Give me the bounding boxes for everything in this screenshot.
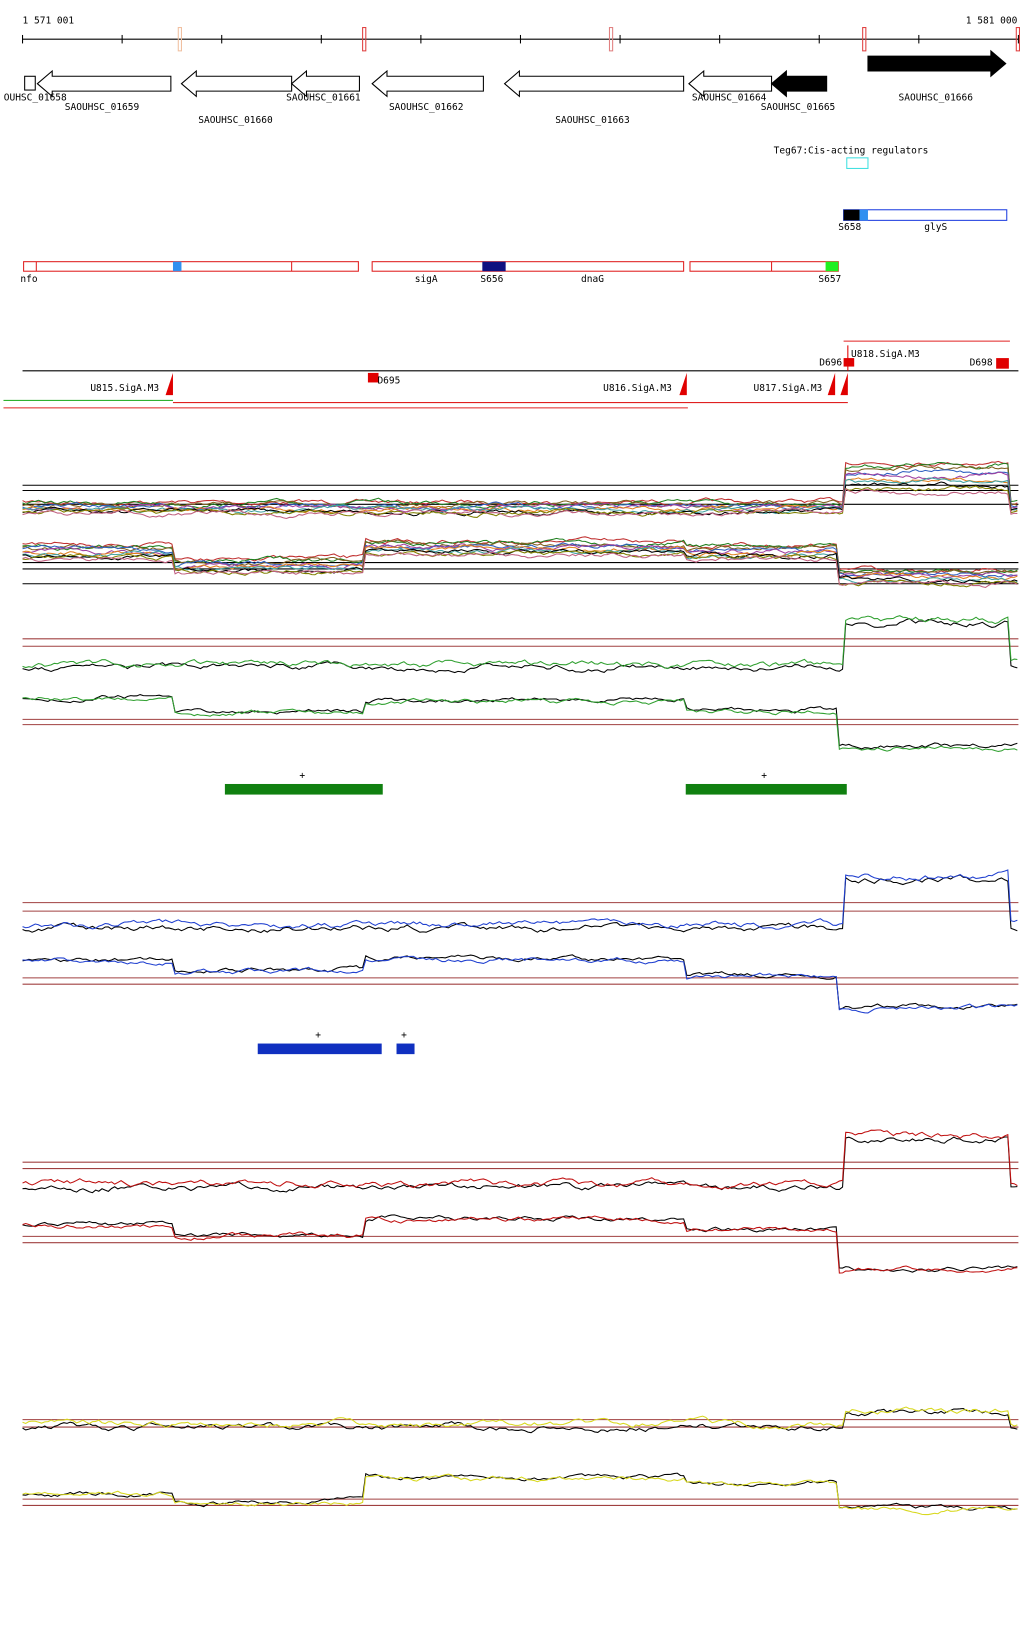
profile-trace bbox=[22, 460, 1018, 507]
label: SAOUHSC_01660 bbox=[198, 115, 273, 126]
site-flag bbox=[827, 372, 836, 396]
label: + bbox=[761, 771, 767, 782]
label: SAOUHSC_01661 bbox=[286, 93, 361, 104]
label: D698 bbox=[970, 358, 993, 369]
label: SAOUHSC_01662 bbox=[389, 102, 463, 113]
label: SAOUHSC_01664 bbox=[692, 93, 767, 104]
gene-arrow bbox=[867, 49, 1007, 78]
label: S658 bbox=[838, 222, 861, 233]
profile-trace bbox=[22, 1473, 1018, 1516]
segment bbox=[371, 261, 685, 272]
site-mark bbox=[843, 358, 855, 367]
segment bbox=[689, 261, 839, 272]
profile-trace bbox=[22, 869, 1018, 930]
regulator-box bbox=[846, 157, 869, 169]
profile-trace bbox=[22, 477, 1018, 514]
region-bar bbox=[224, 783, 383, 795]
profile-trace bbox=[22, 551, 1018, 589]
ruler-marker bbox=[862, 27, 867, 52]
ruler-marker bbox=[362, 27, 367, 52]
gene-arrow bbox=[371, 69, 484, 98]
gene-arrow bbox=[503, 69, 685, 98]
profile-trace bbox=[22, 693, 1018, 750]
gene-arrow bbox=[36, 69, 172, 98]
label: + bbox=[299, 771, 305, 782]
label: U815.SigA.M3 bbox=[90, 383, 159, 394]
profile-trace bbox=[22, 615, 1018, 670]
gene-box bbox=[24, 75, 36, 91]
gene-arrow bbox=[770, 69, 828, 98]
profile-trace bbox=[22, 1214, 1018, 1273]
segment bbox=[482, 261, 506, 272]
label: SAOUHSC_01666 bbox=[899, 93, 974, 104]
profile-trace bbox=[22, 1472, 1018, 1511]
profile-trace bbox=[22, 955, 1018, 1014]
label: U817.SigA.M3 bbox=[754, 383, 823, 394]
label: D696 bbox=[819, 358, 842, 369]
profile-trace bbox=[22, 696, 1018, 752]
label: Teg67:Cis-acting regulators bbox=[774, 146, 929, 157]
site-mark bbox=[367, 372, 379, 383]
label: OUHSC_01658 bbox=[4, 93, 67, 104]
label: U816.SigA.M3 bbox=[603, 383, 672, 394]
label: + bbox=[315, 1030, 321, 1041]
gene-arrow bbox=[290, 69, 360, 98]
label: 1 571 001 bbox=[23, 15, 75, 26]
ruler-marker bbox=[1015, 27, 1020, 52]
label: S656 bbox=[480, 274, 503, 285]
site-flag bbox=[165, 372, 173, 396]
label: 1 581 000 bbox=[966, 15, 1018, 26]
segment bbox=[843, 209, 860, 221]
profile-trace bbox=[22, 543, 1018, 578]
label: glyS bbox=[924, 222, 947, 233]
profile-trace bbox=[22, 485, 1018, 518]
site-flag bbox=[679, 372, 687, 396]
profile-trace bbox=[22, 618, 1018, 674]
label: S657 bbox=[818, 274, 841, 285]
label: nfo bbox=[20, 274, 37, 285]
segment bbox=[825, 261, 839, 272]
segment bbox=[23, 261, 359, 272]
profile-trace bbox=[22, 954, 1018, 1010]
profile-trace bbox=[22, 874, 1018, 934]
region-bar bbox=[257, 1043, 382, 1055]
gene-arrow bbox=[180, 69, 293, 98]
profile-trace bbox=[22, 1407, 1018, 1434]
segment bbox=[172, 261, 182, 272]
profile-trace bbox=[22, 1215, 1018, 1274]
ruler-marker bbox=[177, 27, 182, 52]
label: U818.SigA.M3 bbox=[851, 349, 920, 360]
label: SAOUHSC_01663 bbox=[555, 115, 630, 126]
profile-trace bbox=[22, 546, 1018, 584]
label: SAOUHSC_01665 bbox=[761, 102, 835, 113]
label: + bbox=[401, 1030, 407, 1041]
profile-trace bbox=[22, 1129, 1018, 1190]
segment bbox=[859, 209, 868, 221]
label: dnaG bbox=[581, 274, 604, 285]
segment bbox=[843, 209, 1008, 221]
site-flag bbox=[840, 372, 848, 396]
profile-trace bbox=[22, 464, 1018, 510]
label: SAOUHSC_01659 bbox=[65, 102, 140, 113]
site-mark bbox=[996, 358, 1009, 369]
profile-trace bbox=[22, 1406, 1018, 1430]
ruler-marker bbox=[608, 27, 614, 52]
label: D695 bbox=[377, 376, 400, 387]
profile-trace bbox=[22, 548, 1018, 584]
profile-trace bbox=[22, 488, 1018, 520]
label: sigA bbox=[415, 274, 438, 285]
region-bar bbox=[685, 783, 847, 795]
region-bar bbox=[396, 1043, 415, 1055]
